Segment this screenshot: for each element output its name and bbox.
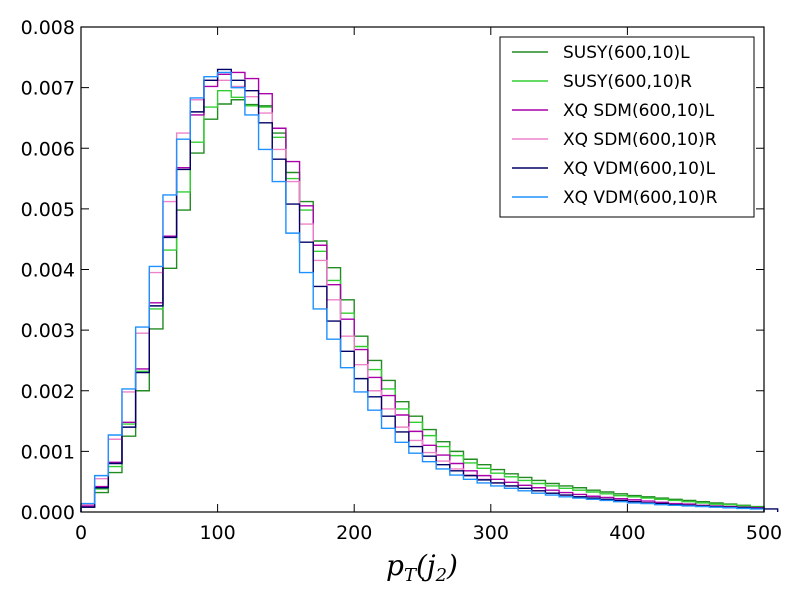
legend-box xyxy=(499,36,755,218)
x-tick-label: 100 xyxy=(199,522,235,544)
x-axis-label: pT(j2) xyxy=(386,549,458,586)
series-layer xyxy=(80,68,779,512)
x-axis-label-close: ) xyxy=(446,549,458,582)
legend-label-1: SUSY(600,10)R xyxy=(563,72,692,92)
y-tick-label: 0.005 xyxy=(21,199,75,221)
y-tick-label: 0.003 xyxy=(21,320,75,342)
legend-label-5: XQ VDM(600,10)R xyxy=(563,188,718,208)
x-tick-label: 200 xyxy=(336,522,372,544)
y-tick-label: 0.004 xyxy=(21,260,75,282)
y-tick-label: 0.006 xyxy=(21,138,75,160)
x-axis-label-sub1: T xyxy=(404,565,418,586)
ticks-layer: 0 100 200 300 400 500 0.000 0.001 0.002 0.003 0.00… xyxy=(21,17,783,544)
legend-label-2: XQ SDM(600,10)L xyxy=(563,101,715,121)
x-axis-label-main: p xyxy=(386,549,404,582)
x-axis-label-open: ( xyxy=(416,549,428,582)
x-tick-label: 400 xyxy=(609,522,645,544)
legend: SUSY(600,10)L SUSY(600,10)R XQ SDM(600,10)… xyxy=(499,36,755,218)
series-4-histogram xyxy=(80,68,779,512)
x-tick-label: 300 xyxy=(473,522,509,544)
series-5-histogram xyxy=(80,71,765,512)
legend-label-0: SUSY(600,10)L xyxy=(563,43,690,63)
y-tick-label: 0.007 xyxy=(21,78,75,100)
y-tick-label: 0.000 xyxy=(21,502,75,524)
legend-label-3: XQ SDM(600,10)R xyxy=(563,130,717,150)
legend-label-4: XQ VDM(600,10)L xyxy=(563,159,716,179)
y-tick-label: 0.002 xyxy=(21,381,75,403)
y-tick-label: 0.008 xyxy=(21,17,75,39)
x-tick-label: 0 xyxy=(75,522,87,544)
x-axis-label-sub2: 2 xyxy=(435,565,447,586)
y-tick-label: 0.001 xyxy=(21,441,75,463)
x-tick-label: 500 xyxy=(746,522,782,544)
